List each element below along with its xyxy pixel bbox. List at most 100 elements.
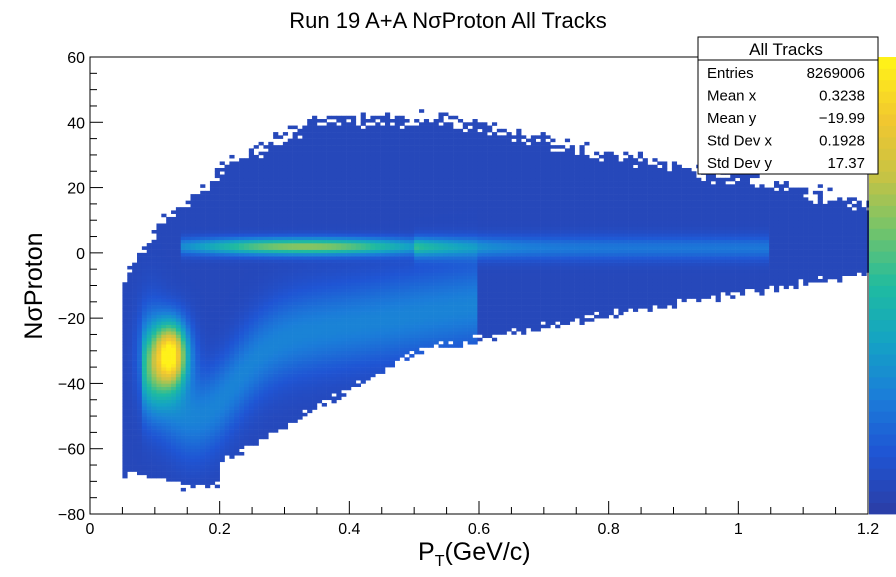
heatmap-bin <box>321 321 327 325</box>
heatmap-bin <box>195 451 201 456</box>
heatmap-bin <box>394 167 400 172</box>
heatmap-bin <box>219 292 225 296</box>
heatmap-bin <box>302 298 308 303</box>
heatmap-bin <box>370 226 376 231</box>
heatmap-bin <box>331 360 337 365</box>
heatmap-bin <box>370 282 376 286</box>
heatmap-bin <box>394 318 400 322</box>
heatmap-bin <box>180 409 186 414</box>
heatmap-bin <box>370 334 376 339</box>
heatmap-bin <box>316 383 323 387</box>
heatmap-bin <box>278 272 284 276</box>
heatmap-bin <box>205 275 211 280</box>
heatmap-bin <box>365 135 371 139</box>
heatmap-bin <box>297 223 303 228</box>
heatmap-bin <box>122 298 128 303</box>
heatmap-bin <box>278 154 284 159</box>
heatmap-bin <box>297 406 303 410</box>
heatmap-bin <box>278 337 284 342</box>
heatmap-bin <box>321 334 327 339</box>
heatmap-bin <box>326 164 332 169</box>
heatmap-bin <box>180 386 186 391</box>
heatmap-bin <box>146 275 152 280</box>
heatmap-bin <box>316 265 323 270</box>
heatmap-bin <box>205 465 211 469</box>
heatmap-bin <box>185 318 191 322</box>
heatmap-bin <box>190 399 196 404</box>
heatmap-bin <box>253 161 259 166</box>
heatmap-bin <box>355 282 361 286</box>
heatmap-bin <box>161 311 167 316</box>
heatmap-bin <box>282 308 289 312</box>
heatmap-bin <box>209 442 216 446</box>
heatmap-bin <box>253 256 259 260</box>
heatmap-bin <box>205 259 211 263</box>
heatmap-bin <box>209 425 216 430</box>
heatmap-bin <box>132 360 138 365</box>
heatmap-bin <box>141 295 148 299</box>
heatmap-bin <box>326 262 332 267</box>
heatmap-bin <box>243 252 250 257</box>
heatmap-bin <box>229 187 235 192</box>
heatmap-bin <box>375 298 381 303</box>
heatmap-bin <box>365 190 371 195</box>
heatmap-bin <box>287 311 293 316</box>
heatmap-bin <box>175 347 182 352</box>
heatmap-bin <box>166 429 172 433</box>
heatmap-bin <box>278 425 284 430</box>
heatmap-bin <box>243 265 250 270</box>
heatmap-bin <box>234 442 240 446</box>
heatmap-bin <box>273 321 279 325</box>
heatmap-bin <box>205 354 211 358</box>
heatmap-bin <box>278 282 284 286</box>
heatmap-bin <box>248 321 254 325</box>
heatmap-bin <box>166 363 172 368</box>
heatmap-bin <box>214 354 220 358</box>
heatmap-bin <box>278 187 284 192</box>
heatmap-bin <box>399 148 405 152</box>
heatmap-bin <box>268 141 274 146</box>
heatmap-bin <box>205 468 211 472</box>
heatmap-bin <box>243 210 250 214</box>
heatmap-bin <box>399 171 405 175</box>
heatmap-bin <box>166 259 172 263</box>
heatmap-bin <box>200 478 206 482</box>
heatmap-bin <box>321 194 327 198</box>
heatmap-bin <box>248 184 254 188</box>
heatmap-bin <box>195 422 201 427</box>
heatmap-bin <box>355 187 361 192</box>
heatmap-bin <box>282 190 289 195</box>
heatmap-bin <box>200 324 206 329</box>
heatmap-bin <box>243 318 250 322</box>
heatmap-bin <box>384 236 391 241</box>
heatmap-bin <box>326 367 332 371</box>
heatmap-bin <box>321 380 327 384</box>
heatmap-bin <box>190 412 196 417</box>
heatmap-bin <box>127 292 133 296</box>
heatmap-bin <box>219 282 225 286</box>
heatmap-bin <box>248 340 254 345</box>
heatmap-bin <box>234 360 240 365</box>
heatmap-bin <box>331 269 337 273</box>
heatmap-bin <box>399 213 405 218</box>
heatmap-bin <box>132 435 138 440</box>
heatmap-bin <box>380 301 386 306</box>
heatmap-bin <box>224 324 230 329</box>
heatmap-bin <box>346 311 352 316</box>
heatmap-bin <box>209 347 216 352</box>
heatmap-bin <box>370 272 376 276</box>
heatmap-bin <box>151 252 157 257</box>
heatmap-bin <box>132 445 138 450</box>
heatmap-bin <box>243 334 250 339</box>
heatmap-bin <box>185 461 191 466</box>
heatmap-bin <box>307 239 313 244</box>
heatmap-bin <box>370 367 376 371</box>
heatmap-bin <box>195 314 201 319</box>
heatmap-bin <box>146 272 152 276</box>
heatmap-bin <box>316 327 323 332</box>
heatmap-bin <box>312 249 318 254</box>
heatmap-bin <box>151 425 157 430</box>
heatmap-bin <box>190 360 196 365</box>
heatmap-bin <box>132 373 138 378</box>
heatmap-bin <box>336 321 342 325</box>
